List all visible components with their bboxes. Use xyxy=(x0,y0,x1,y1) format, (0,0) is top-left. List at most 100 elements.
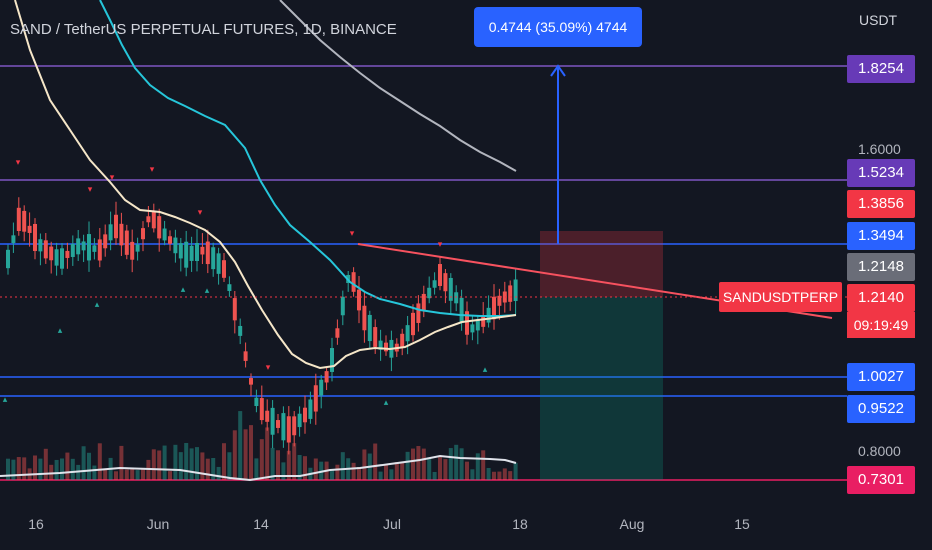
candle-body xyxy=(313,385,318,412)
volume-bar xyxy=(184,442,189,480)
sell-marker: ▾ xyxy=(198,207,203,217)
volume-bar xyxy=(238,411,243,480)
volume-bar xyxy=(411,448,415,480)
price-label-0-9522: 0.9522 xyxy=(847,395,915,423)
time-label-16: 16 xyxy=(28,516,44,532)
candle-body xyxy=(475,319,480,331)
volume-bar xyxy=(475,453,480,480)
candle-body xyxy=(87,234,91,261)
volume-bar xyxy=(49,464,54,480)
candle-body xyxy=(254,397,259,407)
time-label-18: 18 xyxy=(512,516,528,532)
volume-bar xyxy=(87,452,91,480)
candle-body xyxy=(54,249,59,266)
volume-bar xyxy=(205,458,210,480)
candle-body xyxy=(114,214,118,239)
volume-bar xyxy=(330,470,334,480)
volume-bar xyxy=(130,467,135,480)
position-tool[interactable] xyxy=(540,231,663,480)
volume-bar xyxy=(405,451,410,480)
candlesticks xyxy=(6,197,518,455)
candle-body xyxy=(330,348,334,372)
candle-body xyxy=(351,272,356,292)
buy-marker: ▴ xyxy=(384,397,389,407)
candle-countdown: 09:19:49 xyxy=(847,312,915,338)
take-profit-zone[interactable] xyxy=(540,297,663,480)
volume-bar xyxy=(249,425,253,480)
volume-bar xyxy=(38,458,43,480)
candle-body xyxy=(103,234,108,249)
candle-body xyxy=(173,237,178,254)
candle-body xyxy=(378,340,383,350)
sell-marker: ▾ xyxy=(88,184,93,194)
volume-bar xyxy=(222,443,226,480)
volume-bar xyxy=(33,455,37,480)
volume-bar xyxy=(443,459,448,480)
volume-bar xyxy=(394,462,399,480)
volume-bar xyxy=(340,452,345,480)
price-label-1-5234: 1.5234 xyxy=(847,159,915,187)
candle-body xyxy=(438,264,442,286)
candle-body xyxy=(189,245,194,261)
volume-bar xyxy=(292,443,297,480)
buy-marker: ▴ xyxy=(3,394,8,404)
candle-body xyxy=(357,289,361,311)
volume-bar xyxy=(448,448,453,480)
ma-slow-line xyxy=(279,0,517,172)
stop-loss-zone[interactable] xyxy=(540,231,663,297)
sell-marker: ▾ xyxy=(150,164,155,174)
buy-marker: ▴ xyxy=(483,364,488,374)
volume-bar xyxy=(195,447,199,480)
volume-bar xyxy=(432,471,437,480)
measure-label[interactable]: 0.4744 (35.09%) 4744 xyxy=(474,7,642,47)
volume-bar xyxy=(470,469,475,480)
currency-label[interactable]: USDT xyxy=(859,12,898,28)
measure-arrow-head xyxy=(550,64,566,77)
sell-marker: ▾ xyxy=(16,157,21,167)
sell-marker: ▾ xyxy=(266,362,271,372)
volume-bar xyxy=(227,452,232,480)
price-label-1-3494: 1.3494 xyxy=(847,222,915,250)
volume-bar xyxy=(22,457,27,480)
volume-bar xyxy=(216,466,221,480)
volume-bar xyxy=(54,459,59,480)
candle-body xyxy=(92,245,97,252)
candle-body xyxy=(470,324,475,333)
volume-bar xyxy=(421,448,426,480)
sell-marker: ▾ xyxy=(438,239,443,249)
volume-bar xyxy=(459,448,464,480)
volume-bar xyxy=(492,471,496,480)
volume-bar xyxy=(486,467,491,480)
volume-bar xyxy=(6,458,10,480)
candle-body xyxy=(76,238,81,255)
candle-body xyxy=(459,297,464,323)
volume-bar xyxy=(351,462,356,480)
candle-body xyxy=(243,351,248,361)
volume-bar xyxy=(124,469,129,480)
candle-body xyxy=(216,253,221,274)
candle-body xyxy=(427,287,432,299)
volume-bar xyxy=(357,466,361,480)
candle-body xyxy=(211,247,216,270)
volume-ma-line xyxy=(0,454,517,482)
candle-body xyxy=(265,410,270,422)
candle-body xyxy=(232,298,237,321)
time-label-jul: Jul xyxy=(383,516,401,532)
volume-bar xyxy=(97,443,102,480)
sell-marker: ▾ xyxy=(110,172,115,182)
volume-bar xyxy=(508,471,513,480)
volume-bar xyxy=(438,457,442,480)
candle-body xyxy=(448,277,453,301)
candle-body xyxy=(454,292,459,304)
candle-body xyxy=(108,224,113,241)
volume-bar xyxy=(70,458,75,480)
drawings[interactable] xyxy=(0,64,847,319)
price-label-current: 1.2140 xyxy=(847,284,915,312)
candle-body xyxy=(146,216,151,223)
price-label-1-0027: 1.0027 xyxy=(847,363,915,391)
candle-body xyxy=(70,243,75,257)
volume-bar xyxy=(243,429,248,480)
volume-bar xyxy=(286,450,291,480)
ma-mid-line xyxy=(99,0,517,317)
